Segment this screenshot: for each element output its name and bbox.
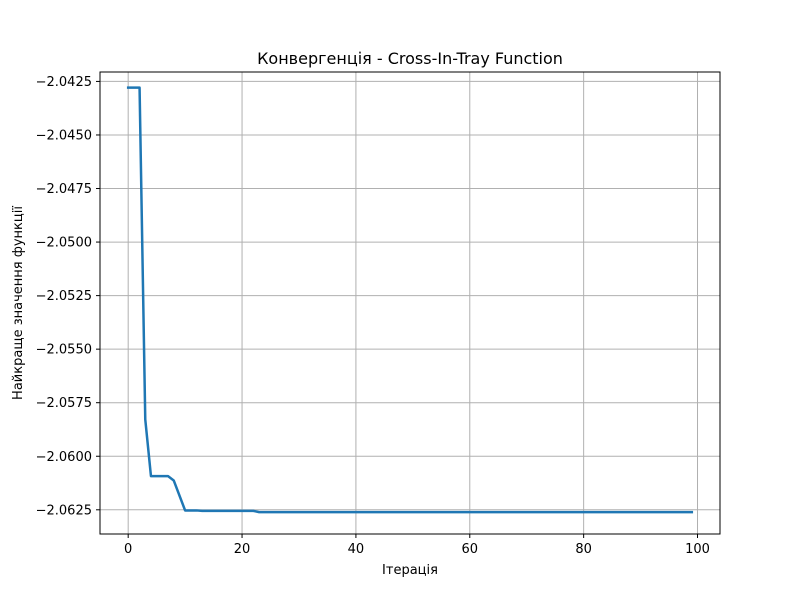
y-tick-label: −2.0475 [36,182,92,197]
x-tick-label: 40 [348,542,365,557]
y-tick-label: −2.0450 [36,128,92,143]
y-tick-label: −2.0600 [36,450,92,465]
y-axis-ticks: −2.0425 −2.0450 −2.0475 −2.0500 −2.0525 −2.05… [36,75,100,518]
chart-title: Конвергенція - Cross-In-Tray Function [257,49,563,68]
x-axis-ticks: 0 20 40 60 80 100 [124,534,710,557]
x-axis-label: Ітерація [382,563,438,578]
series-line [126,86,694,514]
grid-lines [100,72,720,534]
x-tick-label: 80 [575,542,592,557]
x-tick-label: 100 [685,542,710,557]
x-tick-label: 60 [462,542,479,557]
plot-frame [99,71,721,535]
x-tick-label: 0 [124,542,132,557]
series-layer [126,86,694,514]
y-tick-label: −2.0625 [36,503,92,518]
x-tick-label: 20 [234,542,251,557]
y-tick-label: −2.0425 [36,75,92,90]
y-tick-label: −2.0575 [36,396,92,411]
y-tick-label: −2.0500 [36,236,92,251]
y-tick-label: −2.0525 [36,289,92,304]
y-tick-label: −2.0550 [36,343,92,358]
y-axis-label: Найкраще значення функції [11,206,26,400]
